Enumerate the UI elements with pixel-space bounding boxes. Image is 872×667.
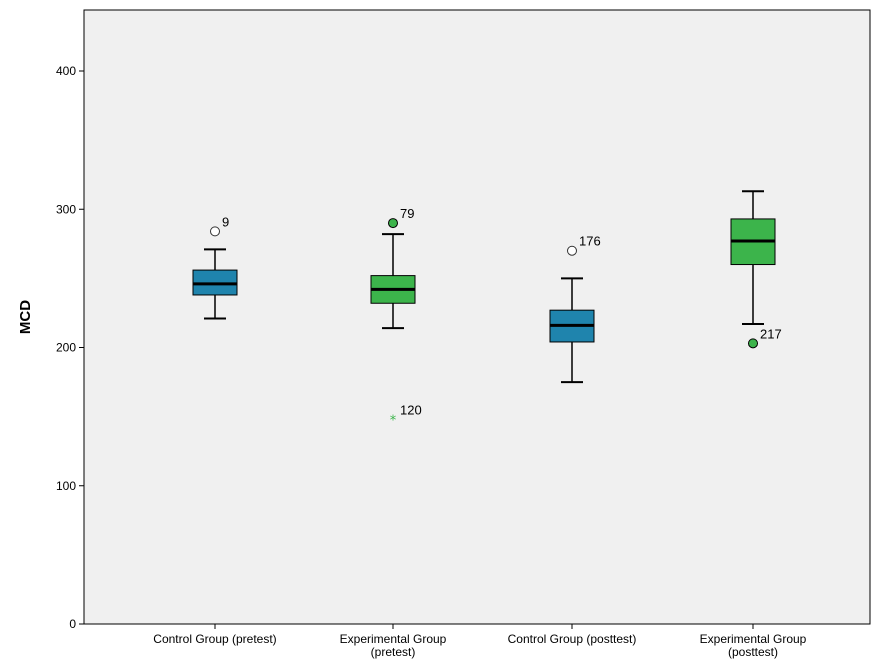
category-label-line: Control Group (pretest) — [153, 632, 276, 646]
outlier-marker — [567, 245, 577, 256]
category-label-line: Experimental Group — [700, 632, 807, 646]
y-tick-label: 100 — [56, 479, 76, 493]
category-label: Control Group (pretest) — [153, 632, 276, 646]
outlier-label: 176 — [579, 234, 601, 249]
category-label-line: Control Group (posttest) — [508, 632, 637, 646]
category-label: Experimental Group (posttest) — [700, 632, 807, 659]
category-label: Experimental Group (pretest) — [340, 632, 447, 659]
x-axis: Control Group (pretest) Experimental Grou… — [153, 624, 807, 659]
y-tick-label: 400 — [56, 64, 76, 78]
outlier-label: 79 — [400, 206, 414, 221]
y-tick-label: 300 — [56, 202, 76, 216]
y-tick-label: 200 — [56, 341, 76, 355]
outlier-marker — [210, 226, 220, 237]
y-axis: 0 100 200 300 400 — [56, 64, 84, 631]
y-axis-label: MCD — [17, 300, 34, 334]
outlier-label: 217 — [760, 326, 782, 341]
box-1: 9 — [192, 214, 238, 320]
category-label-line: (pretest) — [371, 645, 416, 659]
box-group: 9 79 *120 176 217 — [192, 190, 782, 428]
box-4: 217 — [730, 190, 782, 349]
box-3: 176 — [549, 234, 601, 384]
outlier-marker — [748, 338, 758, 349]
box-2: 79 *120 — [370, 206, 422, 428]
outlier-label: 9 — [222, 214, 229, 229]
category-label-line: Experimental Group — [340, 632, 447, 646]
category-label-line: (posttest) — [728, 645, 778, 659]
outlier-label: 120 — [400, 402, 422, 417]
outlier-marker — [388, 218, 398, 229]
y-tick-label: 0 — [69, 617, 76, 631]
plot-area — [83, 9, 871, 625]
category-label: Control Group (posttest) — [508, 632, 637, 646]
outlier-marker: * — [390, 413, 397, 428]
